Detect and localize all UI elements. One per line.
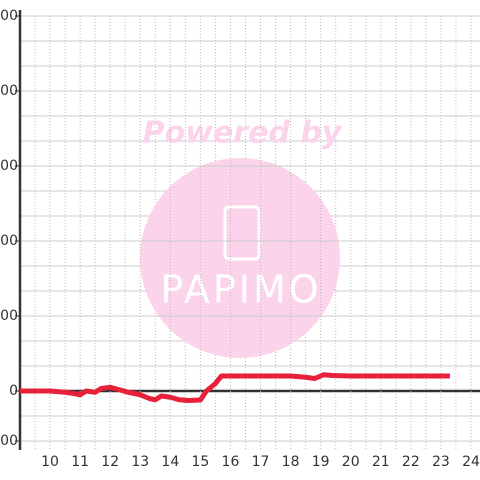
x-tick-label: 10 [41,454,59,470]
x-tick-label: 23 [432,454,450,470]
x-tick-label: 20 [342,454,360,470]
x-tick-label: 13 [131,454,149,470]
x-tick-label: 19 [312,454,330,470]
watermark-text: Powered by [143,116,343,151]
watermark-logo: PAPIMO [160,268,321,312]
data-line [20,372,450,403]
x-tick-label: 22 [402,454,420,470]
y-tick-label: 30,000 [0,308,18,324]
x-tick-label: 12 [101,454,119,470]
watermark-phone [223,205,261,261]
x-tick-label: 24 [462,454,480,470]
x-tick-label: 16 [222,454,240,470]
x-tick-label: 15 [191,454,209,470]
watermark: Powered by PAPIMO [140,116,343,358]
y-tick-label: 120,000 [0,83,18,99]
x-tick-label: 21 [372,454,390,470]
x-tick-label: 11 [71,454,89,470]
x-tick-label: 18 [282,454,300,470]
y-tick-label: 90,000 [0,158,18,174]
y-tick-label: 60,000 [0,233,18,249]
x-tick-label: 17 [252,454,270,470]
y-tick-label: 0 [9,383,18,399]
y-tick-label: -20,000 [0,433,18,449]
y-tick-label: 150,000 [0,8,18,24]
x-tick-label: 14 [161,454,179,470]
